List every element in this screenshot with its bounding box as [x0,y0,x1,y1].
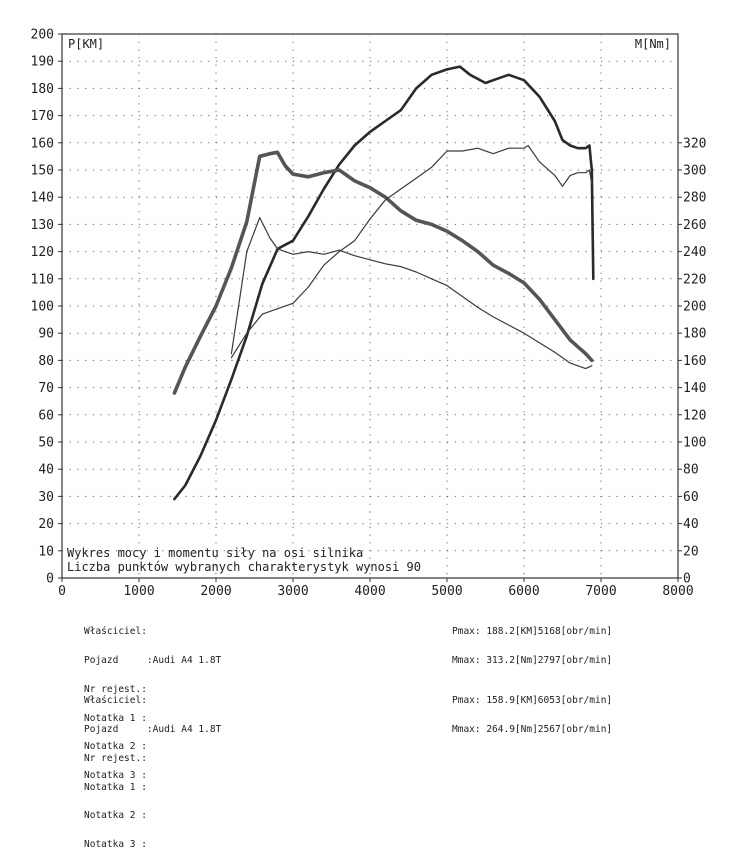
right-axis-label: M[Nm] [635,37,671,51]
registration-label: Nr rejest.: [84,683,147,695]
right-tick-label: 40 [683,517,699,532]
dyno-chart: 0 10 20 30 40 50 60 70 80 90 100 110 120 130 140 150 160… [31,28,707,600]
right-tick-label: 300 [683,164,706,179]
vehicle-label: Pojazd : [84,654,153,666]
left-tick-label: 110 [31,272,54,287]
note-3-label: Notatka 3 : [84,839,147,851]
owner-label: Właściciel: [84,695,147,707]
x-tick-label: 7000 [585,584,616,599]
x-tick-label: 4000 [354,584,385,599]
left-tick-label: 50 [38,436,54,451]
pmax-value: Pmax: 158.9[KM]6053[obr/min] [452,695,613,707]
left-tick-label: 170 [31,109,54,124]
left-tick-label: 80 [38,354,54,369]
chart-caption-2: Liczba punktów wybranych charakterystyk … [67,560,421,574]
right-tick-label: 20 [683,544,699,559]
right-tick-label: 160 [683,354,706,369]
left-tick-label: 130 [31,218,54,233]
x-tick-label: 2000 [200,584,231,599]
x-tick-label: 1000 [123,584,154,599]
left-tick-label: 60 [38,408,54,423]
right-tick-label: 180 [683,327,706,342]
right-tick-label: 200 [683,300,706,315]
series-line-2 [172,150,594,395]
vehicle-value: Audi A4 1.8T [152,723,222,735]
left-tick-label: 90 [38,327,54,342]
series-line-1 [173,65,595,501]
left-tick-label: 120 [31,245,54,260]
vehicle-value: Audi A4 1.8T [152,654,222,666]
right-tick-label: 220 [683,272,706,287]
max-values-1: Pmax: 188.2[KM]5168[obr/min] Mmax: 313.2… [452,608,612,675]
mmax-value: Mmax: 313.2[Nm]2797[obr/min] [452,654,613,666]
x-tick-label: 5000 [431,584,462,599]
info-block-1: Właściciel: Pojazd :Audi A4 1.8T Nr reje… [84,608,221,790]
chart-caption-1: Wykres mocy i momentu siły na osi silnik… [67,546,363,560]
right-tick-label: 60 [683,490,699,505]
left-tick-label: 0 [46,572,54,587]
left-tick-label: 10 [38,544,54,559]
note-2-label: Notatka 2 : [84,741,147,753]
chart-series [172,65,595,501]
left-tick-label: 40 [38,463,54,478]
left-tick-label: 70 [38,381,54,396]
note-1-label: Notatka 1 : [84,781,147,793]
left-tick-label: 20 [38,517,54,532]
x-tick-label: 8000 [662,584,693,599]
left-tick-label: 140 [31,191,54,206]
registration-label: Nr rejest.: [84,752,147,764]
right-tick-label: 260 [683,218,706,233]
left-tick-label: 200 [31,28,54,43]
left-tick-label: 160 [31,136,54,151]
right-tick-label: 280 [683,191,706,206]
right-tick-label: 100 [683,436,706,451]
right-tick-label: 80 [683,463,699,478]
x-tick-label: 0 [58,584,66,599]
info-block-2: Właściciel: Pojazd :Audi A4 1.8T Nr reje… [84,677,221,859]
left-tick-label: 150 [31,164,54,179]
vehicle-label: Pojazd : [84,723,153,735]
note-1-label: Notatka 1 : [84,712,147,724]
x-tick-label: 3000 [277,584,308,599]
left-tick-label: 30 [38,490,54,505]
right-tick-label: 240 [683,245,706,260]
right-tick-label: 120 [683,408,706,423]
left-tick-label: 190 [31,55,54,70]
right-tick-label: 0 [683,572,691,587]
series-line-3 [230,144,593,359]
series-line-4 [230,217,593,370]
pmax-value: Pmax: 188.2[KM]5168[obr/min] [452,626,613,638]
axis-ticks: 0 10 20 30 40 50 60 70 80 90 100 110 120 130 140 150 160… [31,28,707,600]
x-tick-label: 6000 [508,584,539,599]
note-2-label: Notatka 2 : [84,810,147,822]
left-tick-label: 100 [31,300,54,315]
mmax-value: Mmax: 264.9[Nm]2567[obr/min] [452,723,613,735]
max-values-2: Pmax: 158.9[KM]6053[obr/min] Mmax: 264.9… [452,677,612,744]
right-tick-label: 320 [683,136,706,151]
owner-label: Właściciel: [84,626,147,638]
chart-grid [61,33,679,579]
left-axis-label: P[KM] [68,37,104,51]
right-tick-label: 140 [683,381,706,396]
left-tick-label: 180 [31,82,54,97]
